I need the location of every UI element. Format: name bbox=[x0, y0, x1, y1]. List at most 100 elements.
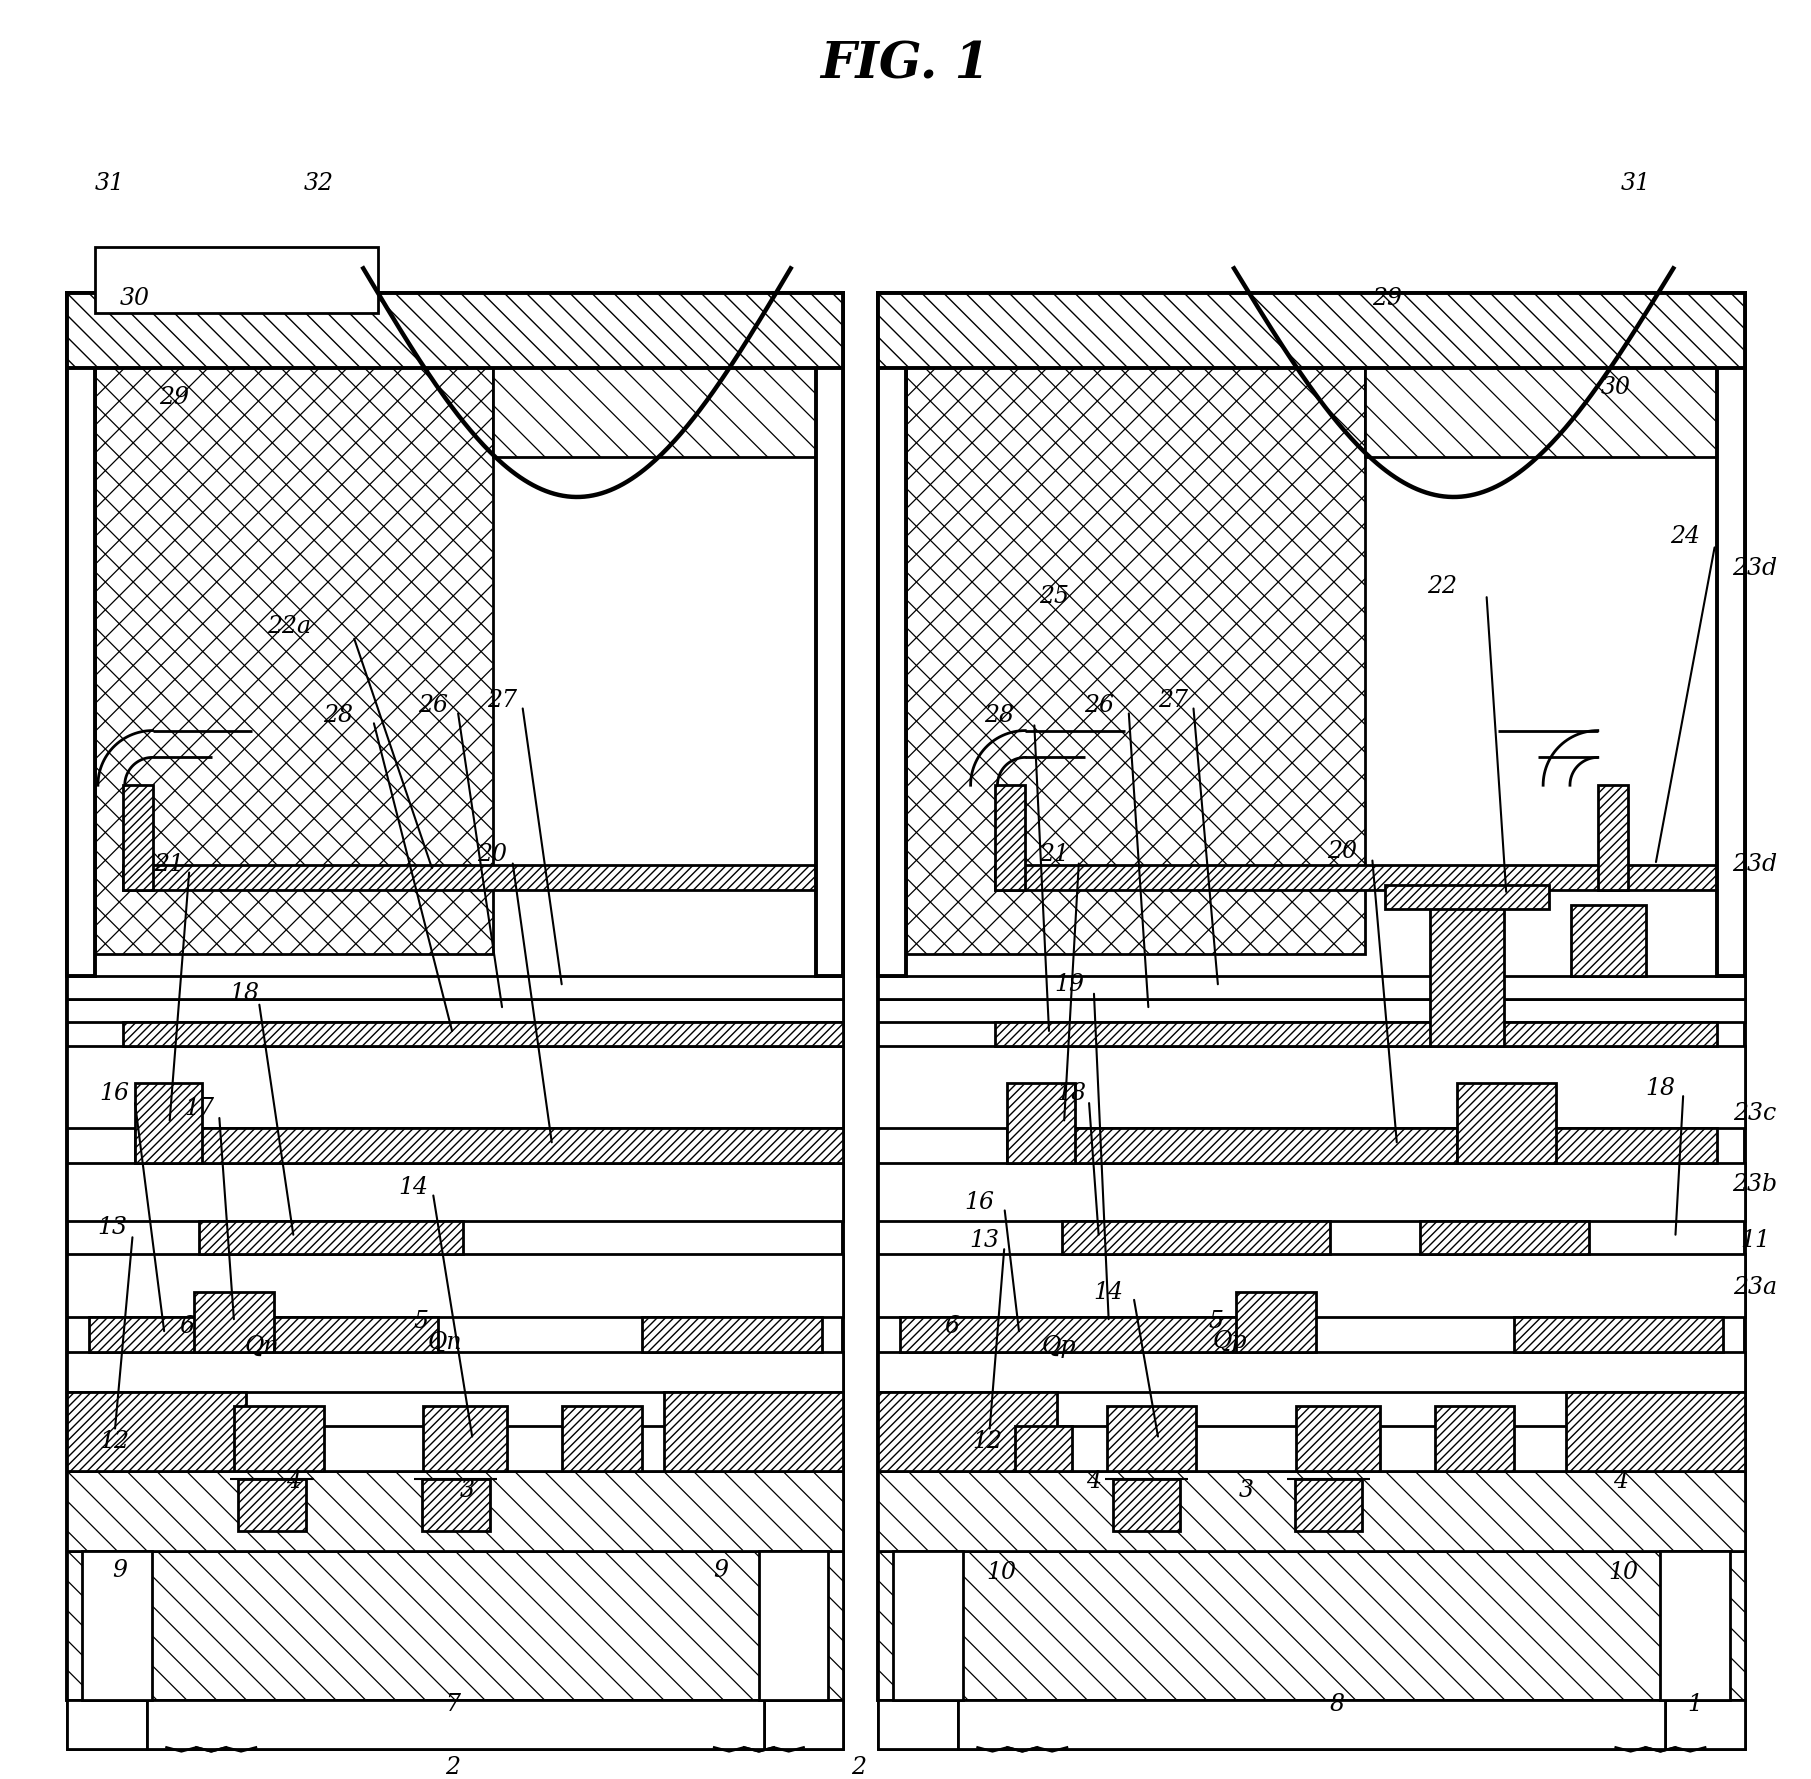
Bar bbox=[67, 1551, 844, 1699]
Bar bbox=[878, 294, 906, 977]
Bar bbox=[878, 977, 1746, 1000]
Bar bbox=[1016, 1427, 1072, 1471]
Bar bbox=[878, 1163, 1746, 1220]
Text: 30: 30 bbox=[1601, 375, 1630, 398]
Bar bbox=[1061, 1220, 1331, 1254]
Bar bbox=[665, 1391, 844, 1471]
Text: 25: 25 bbox=[1040, 585, 1068, 608]
Bar bbox=[1235, 1292, 1315, 1352]
Text: Qn: Qn bbox=[427, 1331, 462, 1354]
Text: 2: 2 bbox=[446, 1756, 460, 1779]
Text: Qn: Qn bbox=[244, 1336, 279, 1359]
Text: 10: 10 bbox=[1608, 1560, 1639, 1583]
Bar bbox=[878, 1352, 1746, 1391]
Text: 29: 29 bbox=[1373, 286, 1402, 310]
Text: 31: 31 bbox=[94, 173, 125, 196]
Bar bbox=[1007, 1128, 1547, 1163]
Text: Qp: Qp bbox=[1213, 1331, 1248, 1354]
Text: Qp: Qp bbox=[1041, 1336, 1076, 1359]
Bar bbox=[1365, 294, 1717, 457]
Text: 6: 6 bbox=[944, 1315, 960, 1338]
Text: 13: 13 bbox=[969, 1229, 1000, 1252]
Text: 29: 29 bbox=[159, 386, 190, 409]
Bar bbox=[878, 1427, 1746, 1471]
Bar bbox=[1112, 1478, 1181, 1530]
Bar bbox=[147, 1699, 764, 1749]
Text: 20: 20 bbox=[478, 843, 507, 866]
Bar bbox=[67, 1699, 844, 1749]
Bar bbox=[815, 294, 844, 977]
Bar bbox=[123, 865, 822, 890]
Bar bbox=[67, 1471, 844, 1551]
Bar bbox=[194, 1292, 273, 1352]
Text: 28: 28 bbox=[324, 704, 353, 728]
Bar bbox=[764, 1699, 844, 1749]
Text: 22: 22 bbox=[1427, 575, 1456, 598]
Bar bbox=[94, 294, 493, 954]
Bar bbox=[878, 1471, 1746, 1551]
Bar bbox=[1570, 904, 1646, 977]
Bar bbox=[641, 1316, 822, 1352]
Bar bbox=[234, 1407, 324, 1471]
Text: 5: 5 bbox=[413, 1311, 429, 1334]
Bar bbox=[134, 1128, 844, 1163]
Bar bbox=[67, 294, 844, 368]
Text: 27: 27 bbox=[487, 688, 518, 712]
Text: 21: 21 bbox=[1040, 843, 1068, 866]
Bar bbox=[878, 294, 1746, 1699]
Bar bbox=[958, 1699, 1666, 1749]
Bar bbox=[1666, 1699, 1746, 1749]
Bar bbox=[893, 1551, 963, 1699]
Text: 19: 19 bbox=[1054, 973, 1085, 996]
Bar bbox=[81, 1551, 152, 1699]
Bar bbox=[237, 1478, 306, 1530]
Bar bbox=[1431, 904, 1505, 1046]
Bar bbox=[1295, 1478, 1362, 1530]
Bar bbox=[67, 1000, 844, 1021]
Text: 23d: 23d bbox=[1733, 854, 1777, 877]
Bar bbox=[1567, 1391, 1746, 1471]
Bar bbox=[134, 1083, 203, 1163]
Text: 11: 11 bbox=[1740, 1229, 1769, 1252]
Bar bbox=[493, 294, 815, 457]
Text: 9: 9 bbox=[714, 1558, 728, 1582]
Bar bbox=[1456, 1083, 1556, 1163]
Text: 3: 3 bbox=[1239, 1480, 1253, 1503]
Text: 12: 12 bbox=[973, 1430, 1003, 1453]
Bar bbox=[1597, 785, 1628, 890]
Bar bbox=[94, 247, 378, 313]
Bar bbox=[878, 1551, 1746, 1699]
Bar bbox=[67, 294, 844, 1699]
Text: 18: 18 bbox=[1646, 1076, 1675, 1099]
Bar bbox=[424, 1407, 507, 1471]
Text: 20: 20 bbox=[1327, 840, 1358, 863]
Bar bbox=[1295, 1407, 1380, 1471]
Text: 28: 28 bbox=[985, 704, 1014, 728]
Bar bbox=[561, 1407, 641, 1471]
Text: 27: 27 bbox=[1159, 688, 1188, 712]
Bar bbox=[878, 1391, 1058, 1471]
Text: 23a: 23a bbox=[1733, 1276, 1777, 1299]
Bar bbox=[878, 1000, 1746, 1021]
Bar bbox=[1007, 1083, 1076, 1163]
Text: 13: 13 bbox=[98, 1217, 129, 1238]
Bar bbox=[1434, 1407, 1514, 1471]
Bar bbox=[422, 1478, 489, 1530]
Text: 18: 18 bbox=[228, 982, 259, 1005]
Text: 6: 6 bbox=[179, 1315, 194, 1338]
Text: 23d: 23d bbox=[1733, 557, 1777, 580]
Bar bbox=[878, 1699, 1746, 1749]
Bar bbox=[67, 1046, 844, 1128]
Bar bbox=[996, 1021, 1717, 1046]
Bar bbox=[123, 785, 152, 890]
Text: 21: 21 bbox=[154, 854, 185, 877]
Text: 26: 26 bbox=[1083, 694, 1114, 717]
Text: 8: 8 bbox=[1329, 1694, 1346, 1717]
Text: 14: 14 bbox=[1094, 1281, 1125, 1304]
Text: 12: 12 bbox=[100, 1430, 130, 1453]
Bar bbox=[878, 1699, 958, 1749]
Text: 17: 17 bbox=[185, 1098, 214, 1119]
Bar bbox=[1456, 1128, 1717, 1163]
Bar bbox=[1385, 884, 1548, 909]
Bar bbox=[67, 294, 94, 977]
